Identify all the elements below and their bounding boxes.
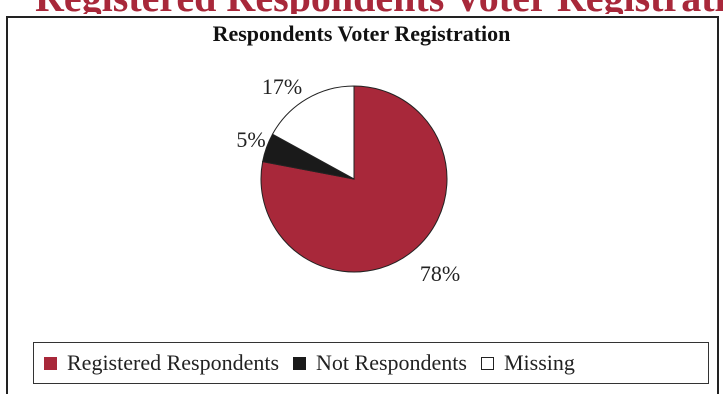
data-label-not-respondents: 5% (236, 127, 265, 152)
pie-slice-missing (271, 85, 355, 180)
legend-swatch-missing (480, 356, 494, 370)
data-label-missing: 17% (262, 74, 302, 99)
legend-label-registered: Registered Respondents (67, 350, 280, 375)
legend-label-missing: Missing (503, 350, 575, 375)
pie-slice-registered-respondents (260, 85, 448, 273)
legend-item-registered: Registered Respondents (44, 350, 279, 376)
top-banner: Registered Respondents Voter Registratio… (0, 0, 723, 14)
banner-heading: Registered Respondents Voter Registratio… (35, 0, 723, 14)
legend-swatch-not (293, 356, 307, 370)
chart-title: Respondents Voter Registration (212, 21, 511, 46)
legend-label-not: Not Respondents (316, 350, 467, 375)
legend-item-not: Not Respondents (293, 350, 467, 376)
legend-item-missing: Missing (480, 350, 575, 376)
data-label-registered-respondents: 78% (420, 261, 460, 286)
legend-swatch-registered (44, 356, 57, 370)
legend: Registered Respondents Not Respondents M… (33, 342, 709, 384)
